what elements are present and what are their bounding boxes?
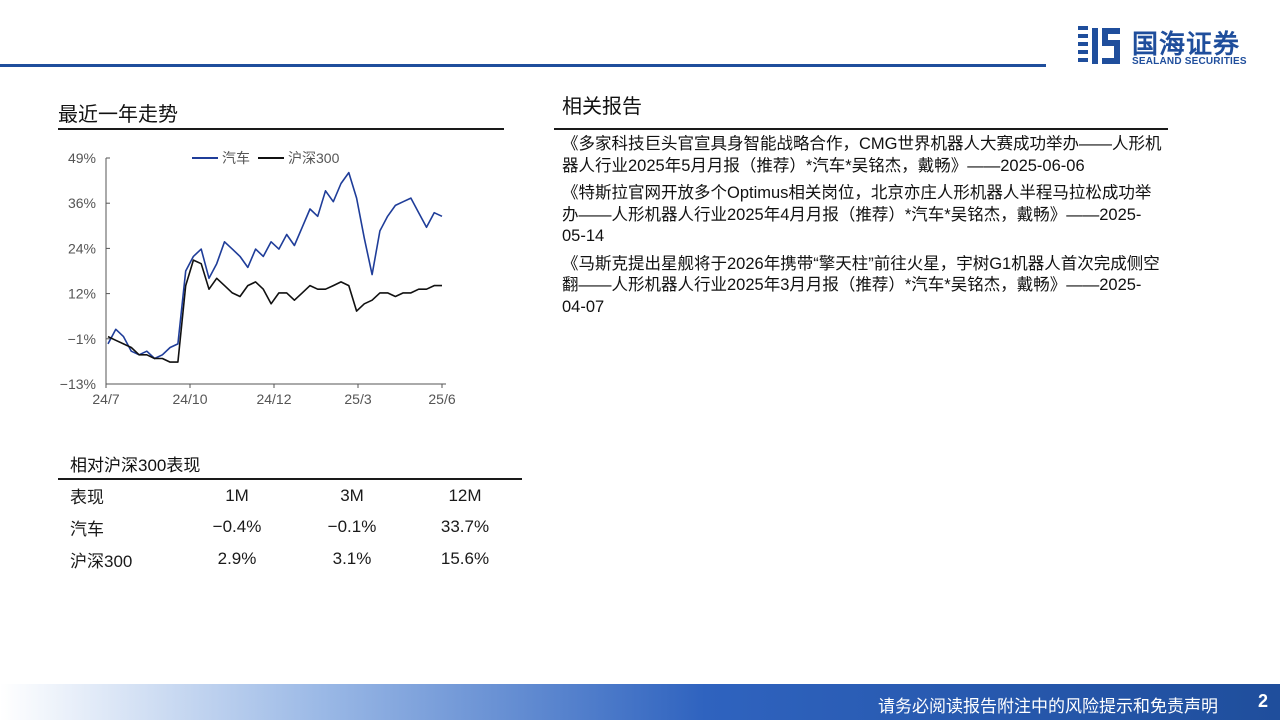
footer-bar: 请务必阅读报告附注中的风险提示和免责声明 2 (0, 684, 1280, 720)
trend-chart-svg: 49% 36% 24% 12% −1% −13%24/7 24/10 24/12 25/3 25/… (60, 150, 456, 407)
brand-name-en: SEALAND SECURITIES (1132, 56, 1247, 67)
y-tick-label: 49% (68, 150, 96, 166)
brand-name-cn: 国海证券 (1132, 29, 1241, 59)
y-tick-label: −13% (60, 376, 96, 392)
performance-title: 相对沪深300表现 (70, 456, 201, 475)
x-tick-label: 25/3 (344, 391, 371, 407)
related-report-list: 《多家科技巨头官宣具身智能战略合作，CMG世界机器人大赛成功举办——人形机器人行… (562, 134, 1162, 324)
legend-label: 汽车 (222, 150, 250, 166)
performance-header-row: 表现 1M 3M 12M (58, 479, 522, 511)
report-link[interactable]: 《多家科技巨头官宣具身智能战略合作，CMG世界机器人大赛成功举办——人形机器人行… (562, 135, 1162, 175)
table-cell: −0.4% (212, 517, 262, 536)
column-header: 12M (448, 485, 482, 505)
series-line-csi300 (107, 259, 442, 363)
brand-logo: 国海证券 SEALAND SECURITIES (1076, 22, 1266, 72)
column-header: 表现 (70, 488, 104, 507)
x-tick-label: 25/6 (428, 391, 455, 407)
sealand-logo-icon (1078, 26, 1120, 64)
table-row: 汽车 −0.4% −0.1% 33.7% (58, 511, 522, 543)
footer-disclaimer: 请务必阅读报告附注中的风险提示和免责声明 (878, 697, 1218, 716)
series-line-auto (107, 171, 443, 360)
y-tick-label: 36% (68, 195, 96, 211)
y-tick-label: −1% (68, 331, 96, 347)
table-cell: 2.9% (217, 549, 257, 568)
legend-label: 沪深300 (288, 150, 340, 166)
column-header: 1M (225, 485, 249, 505)
table-cell: 汽车 (70, 519, 104, 539)
x-tick-label: 24/7 (92, 391, 119, 407)
report-link[interactable]: 《马斯克提出星舰将于2026年携带“擎天柱”前往火星，宇树G1机器人首次完成侧空… (562, 254, 1160, 316)
table-row: 沪深300 2.9% 3.1% 15.6% (58, 543, 522, 575)
table-cell: 沪深300 (70, 551, 133, 571)
x-tick-label: 24/10 (172, 391, 207, 407)
table-cell: −0.1% (327, 517, 377, 536)
trend-chart: 49% 36% 24% 12% −1% −13% 24/7 24/10 24/12 25/3 25/… (50, 140, 470, 420)
table-cell: 3.1% (332, 549, 372, 568)
related-title-rule (554, 128, 1168, 130)
column-header: 3M (340, 485, 364, 505)
related-title: 相关报告 (562, 96, 642, 118)
report-link[interactable]: 《特斯拉官网开放多个Optimus相关岗位，北京亦庄人形机器人半程马拉松成功举办… (562, 184, 1152, 245)
table-cell: 33.7% (440, 517, 490, 536)
page-number: 2 (1257, 691, 1268, 711)
table-cell: 15.6% (440, 549, 490, 568)
y-tick-label: 12% (68, 286, 96, 302)
x-tick-label: 24/12 (256, 391, 291, 407)
performance-table: 表现 1M 3M 12M 汽车 −0.4% −0.1% 33.7% 沪深300 … (58, 478, 522, 575)
trend-title-rule (58, 128, 504, 130)
header-rule (0, 64, 1046, 67)
trend-title: 最近一年走势 (58, 104, 178, 126)
y-tick-label: 24% (68, 240, 96, 256)
